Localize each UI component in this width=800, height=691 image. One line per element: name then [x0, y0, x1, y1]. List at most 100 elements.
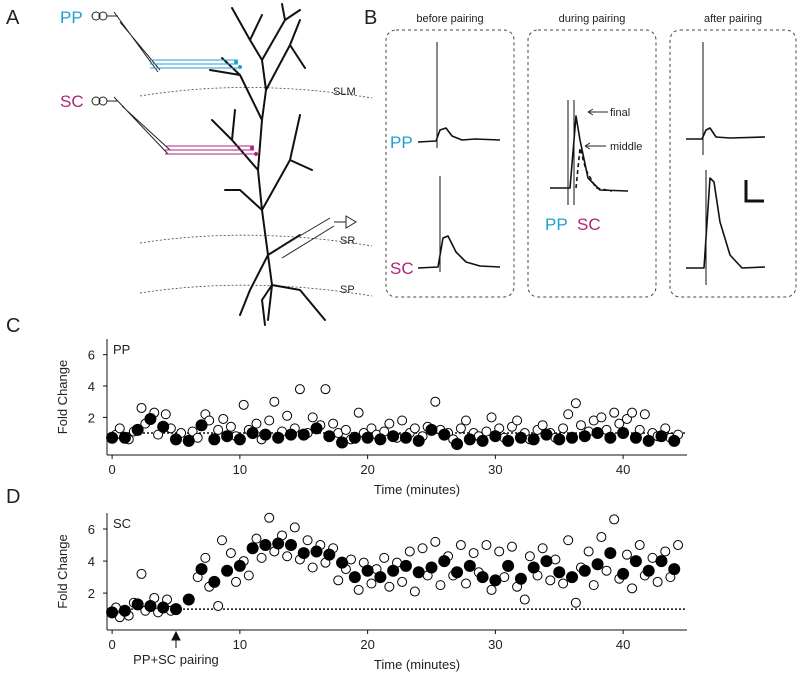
filled-point [655, 430, 668, 443]
open-point [455, 423, 466, 434]
filled-point [374, 571, 387, 584]
open-point [652, 576, 663, 587]
trace-annotation: final [610, 107, 630, 119]
layer-label: SLM [333, 86, 356, 98]
open-point [614, 418, 625, 429]
row-label: PP [390, 133, 413, 152]
open-point [558, 423, 569, 434]
filled-point [489, 430, 502, 443]
open-point [256, 552, 267, 563]
panel-label: C [6, 315, 20, 337]
open-point [417, 543, 428, 554]
open-point [282, 551, 293, 562]
open-point [243, 570, 254, 581]
open-point [494, 546, 505, 557]
open-point [379, 552, 390, 563]
scale-bar [744, 180, 764, 203]
x-tick-label: 0 [108, 637, 115, 652]
column-title: after pairing [704, 13, 762, 25]
filled-point [310, 545, 323, 558]
open-point [218, 413, 229, 424]
y-tick-label: 6 [88, 348, 95, 363]
filled-point [502, 559, 515, 572]
filled-point [566, 431, 579, 444]
filled-point [642, 564, 655, 577]
open-point [486, 584, 497, 595]
filled-point [118, 604, 131, 617]
filled-point [182, 593, 195, 606]
x-tick-label: 20 [360, 462, 374, 477]
x-tick-label: 30 [488, 637, 502, 652]
pp-electrode [91, 11, 242, 73]
open-point [455, 540, 466, 551]
y-axis-label: Fold Change [55, 534, 70, 608]
filled-point [361, 564, 374, 577]
open-point [307, 412, 318, 423]
axons [150, 59, 238, 69]
filled-point [323, 548, 336, 561]
filled-point [412, 434, 425, 447]
filled-point [246, 542, 259, 555]
filled-point [336, 556, 349, 569]
filled-point [668, 563, 681, 576]
filled-point [463, 559, 476, 572]
open-point [430, 536, 441, 547]
filled-point [629, 431, 642, 444]
open-point [264, 415, 275, 426]
open-point [282, 410, 293, 421]
open-point [294, 384, 305, 395]
open-point [545, 575, 556, 586]
open-point [570, 597, 581, 608]
y-tick-label: 4 [88, 379, 95, 394]
filled-point [284, 539, 297, 552]
filled-point [668, 434, 681, 447]
open-point [160, 409, 171, 420]
filled-point [540, 428, 553, 441]
pipette [107, 96, 171, 155]
recording-pipette [275, 215, 357, 259]
dendrite [209, 3, 326, 326]
x-tick-label: 40 [616, 462, 630, 477]
x-tick-label: 20 [360, 637, 374, 652]
y-tick-label: 4 [88, 554, 95, 569]
open-point [404, 546, 415, 557]
filled-point [578, 430, 591, 443]
input-label: SC [60, 92, 84, 111]
axons [165, 145, 254, 155]
filled-point [221, 430, 234, 443]
filled-point [451, 566, 464, 579]
open-point [460, 578, 471, 589]
open-point [596, 412, 607, 423]
filled-point [272, 431, 285, 444]
open-point [397, 576, 408, 587]
synapse [254, 152, 258, 156]
filled-point [361, 431, 374, 444]
filled-point [208, 433, 221, 446]
inset-label: PP [113, 342, 130, 357]
scatter-chart: 2 4 6 0 10 20 30 40 Time (minutes) Fold Change PP [55, 339, 687, 497]
open-point [409, 586, 420, 597]
filled-point [297, 547, 310, 560]
open-point [384, 581, 395, 592]
filled-point [425, 423, 438, 436]
filled-point [604, 547, 617, 560]
open-point [225, 548, 236, 559]
trace-final [550, 115, 629, 192]
filled-point [131, 423, 144, 436]
electrode-coil [91, 11, 101, 21]
filled-point [463, 433, 476, 446]
filled-point [259, 539, 272, 552]
filled-point [208, 575, 221, 588]
filled-point [438, 555, 451, 568]
filled-point [617, 567, 630, 580]
open-point [328, 418, 339, 429]
filled-point [310, 422, 323, 435]
open-point [231, 576, 242, 587]
x-tick-label: 10 [233, 637, 247, 652]
open-point [216, 535, 227, 546]
filled-point [195, 419, 208, 432]
annotation-arrow [171, 630, 181, 648]
column-title: during pairing [559, 13, 626, 25]
open-point [366, 578, 377, 589]
filled-point [540, 555, 553, 568]
